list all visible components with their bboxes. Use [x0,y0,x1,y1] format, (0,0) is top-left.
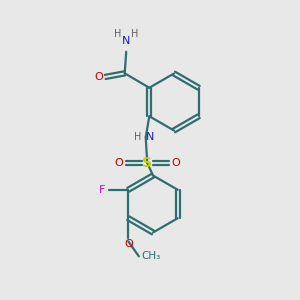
Text: H: H [134,132,141,142]
Text: O: O [124,239,133,249]
Text: N: N [146,132,155,142]
Text: F: F [99,185,105,195]
Text: O: O [171,158,180,168]
Text: N: N [122,36,130,46]
Text: H: H [114,29,122,39]
Text: CH₃: CH₃ [142,251,161,261]
Text: O: O [115,158,123,168]
Text: H: H [131,29,138,39]
Text: O: O [94,72,103,82]
Text: S: S [142,156,152,170]
